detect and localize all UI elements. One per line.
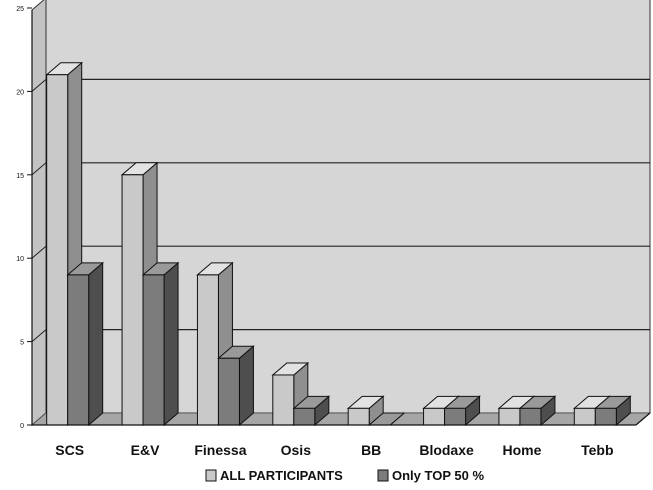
bars (45, 61, 632, 427)
bar-0-4 (346, 395, 385, 427)
x-tick-label: SCS (55, 442, 84, 458)
y-tick-label: 25 (16, 6, 24, 13)
legend-swatch-all-participants (205, 469, 217, 482)
y-tick-label: 10 (16, 256, 24, 263)
bar-front (573, 407, 596, 426)
bar-front (519, 407, 542, 426)
x-tick-label: Finessa (194, 442, 246, 458)
y-tick-label: 20 (16, 89, 24, 96)
bar-side (88, 261, 104, 427)
x-tick-label: Home (502, 442, 541, 458)
gridline-side (31, 79, 47, 92)
bar-1-7 (593, 395, 632, 427)
bar-front (142, 274, 165, 426)
x-tick-label: Tebb (581, 442, 613, 458)
legend: ALL PARTICIPANTS Only TOP 50 % (205, 468, 484, 483)
bar-front (293, 407, 316, 426)
bar-1-0 (66, 261, 105, 427)
bar-front (67, 274, 90, 426)
x-tick-label: Osis (281, 442, 312, 458)
x-tick-label: BB (361, 442, 381, 458)
bar-front (121, 174, 144, 426)
gridline-side (31, 245, 47, 259)
y-tick-label: 5 (20, 340, 24, 347)
bar-front (46, 74, 69, 426)
gridline-side (31, 162, 47, 176)
bar-front (444, 407, 467, 426)
y-tick-label: 15 (16, 173, 24, 180)
bar-1-3 (292, 395, 331, 427)
side-wall (31, 0, 47, 427)
x-axis-depth-line (635, 412, 651, 426)
y-tick-label: 0 (20, 423, 24, 430)
bar-front (423, 407, 446, 426)
x-tick-label: Blodaxe (419, 442, 474, 458)
bar-front (196, 274, 219, 426)
axes: 0 5 10 15 20 25 SCS E&V Finessa Osis BB Blodaxe Home… (16, 6, 651, 458)
bar-front (594, 407, 617, 426)
bar-1-5 (443, 395, 481, 427)
bar-front (272, 374, 295, 426)
gridline-side (31, 329, 47, 342)
bar-front (217, 357, 240, 426)
legend-label-all-participants: ALL PARTICIPANTS (220, 468, 343, 483)
x-tick-label: E&V (131, 442, 160, 458)
bar-1-1 (141, 261, 180, 427)
bar-front (498, 407, 521, 426)
legend-swatch-top-50 (377, 469, 389, 482)
bar-side (163, 261, 179, 427)
bar-1-2 (217, 345, 255, 427)
bar-side (238, 345, 254, 427)
bar-front (347, 407, 370, 426)
bar-1-6 (518, 395, 557, 427)
legend-label-top-50: Only TOP 50 % (392, 468, 484, 483)
